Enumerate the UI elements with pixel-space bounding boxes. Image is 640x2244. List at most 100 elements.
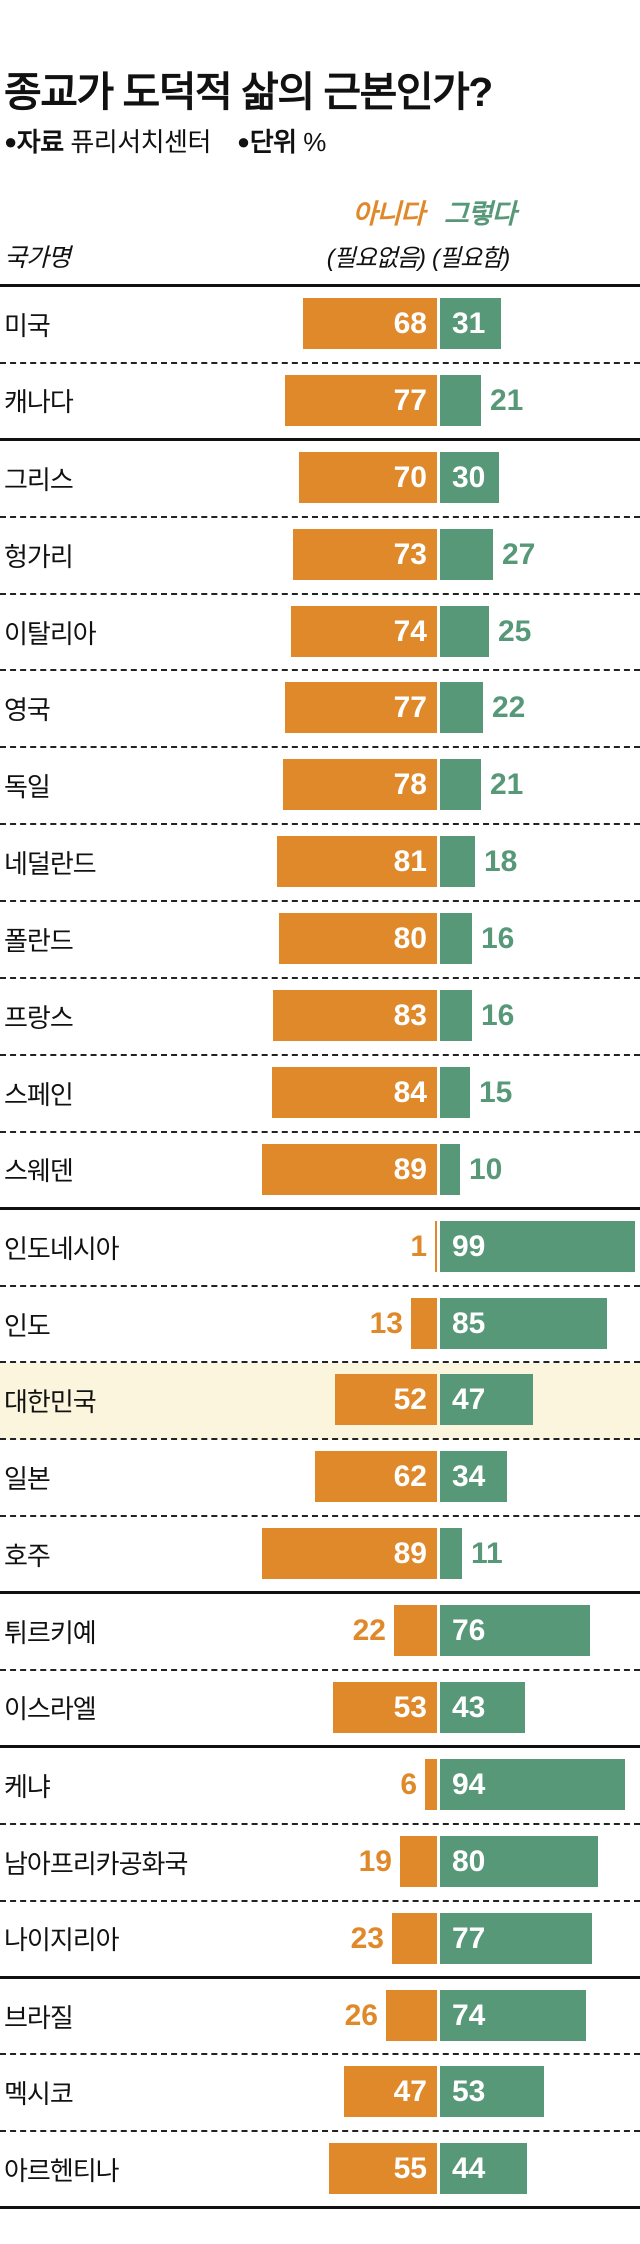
yes-value: 21 <box>490 768 524 802</box>
yes-value: 27 <box>502 537 536 571</box>
chart-row: 인도네시아 1 99 <box>0 1210 640 1287</box>
chart-row: 헝가리 73 27 <box>0 518 640 595</box>
yes-bar: 47 <box>440 1374 533 1426</box>
no-bar: 55 <box>329 2143 437 2195</box>
no-bar: 68 <box>303 298 437 349</box>
yes-bar <box>440 605 489 657</box>
yes-value: 85 <box>452 1306 486 1340</box>
yes-bar: 76 <box>440 1605 590 1657</box>
no-value: 89 <box>393 1152 427 1186</box>
yes-bar: 85 <box>440 1297 607 1349</box>
country-label: 호주 <box>4 1540 51 1571</box>
country-label: 케냐 <box>4 1771 51 1802</box>
no-bar: 77 <box>285 374 437 426</box>
yes-value: 43 <box>452 1691 486 1725</box>
yes-value: 76 <box>452 1614 486 1648</box>
no-value: 84 <box>393 1075 427 1109</box>
yes-bar: 99 <box>440 1220 635 1272</box>
source-value: 퓨리서치센터 <box>70 127 211 157</box>
country-label: 독일 <box>4 772 51 803</box>
chart-row: 대한민국 52 47 <box>0 1363 640 1441</box>
chart-row: 캐나다 77 21 <box>0 364 640 441</box>
legend-yes-subtitle: (필요함) <box>432 245 510 272</box>
yes-bar: 44 <box>440 2143 527 2195</box>
country-label: 스웨덴 <box>4 1156 74 1187</box>
bullet-icon: ● <box>4 129 17 154</box>
no-bar: 80 <box>279 913 437 965</box>
no-bar <box>400 1835 437 1887</box>
chart-row: 멕시코 47 53 <box>0 2055 640 2133</box>
no-bar <box>386 1989 437 2041</box>
no-value: 22 <box>352 1614 386 1648</box>
chart-row: 남아프리카공화국 19 80 <box>0 1825 640 1902</box>
chart-row: 인도 13 85 <box>0 1287 640 1364</box>
chart-title: 종교가 도덕적 삶의 근본인가? <box>4 69 493 115</box>
chart-row: 프랑스 83 16 <box>0 979 640 1056</box>
country-label: 캐나다 <box>4 387 74 418</box>
no-bar <box>425 1758 437 1810</box>
chart-row: 네덜란드 81 18 <box>0 825 640 903</box>
chart-row: 나이지리아 23 77 <box>0 1902 640 1979</box>
chart-row: 일본 62 34 <box>0 1440 640 1518</box>
no-value: 77 <box>393 691 427 725</box>
no-value: 78 <box>393 768 427 802</box>
no-bar: 84 <box>272 1066 437 1118</box>
country-label: 남아프리카공화국 <box>4 1848 188 1879</box>
no-bar: 52 <box>335 1374 437 1426</box>
yes-bar <box>440 374 481 426</box>
no-value: 55 <box>393 2152 427 2186</box>
chart-body: 미국 68 31 캐나다 77 21 그리스 70 30 헝가리 73 27 이탈리아 74 25 영국 77 2… <box>0 284 640 2210</box>
no-bar: 83 <box>273 990 437 1042</box>
yes-bar: 43 <box>440 1682 525 1734</box>
no-value: 81 <box>393 845 427 879</box>
yes-bar: 34 <box>440 1451 507 1503</box>
unit-label: 단위 <box>249 127 297 157</box>
country-label: 폴란드 <box>4 926 74 957</box>
yes-value: 15 <box>479 1075 513 1109</box>
chart-row: 아르헨티나 55 44 <box>0 2132 640 2210</box>
yes-value: 31 <box>452 307 486 340</box>
yes-bar: 80 <box>440 1835 598 1887</box>
no-value: 6 <box>400 1767 417 1801</box>
no-bar: 74 <box>291 605 437 657</box>
country-label: 이스라엘 <box>4 1694 97 1725</box>
chart-row: 호주 89 11 <box>0 1517 640 1595</box>
no-value: 73 <box>393 537 427 571</box>
country-label: 튀르키예 <box>4 1618 97 1649</box>
no-value: 68 <box>393 307 427 340</box>
country-label: 스페인 <box>4 1079 74 1110</box>
no-value: 52 <box>393 1383 427 1417</box>
country-label: 영국 <box>4 695 51 726</box>
no-bar: 73 <box>293 528 437 580</box>
yes-value: 80 <box>452 1844 486 1878</box>
no-bar: 53 <box>333 1682 437 1734</box>
yes-bar: 30 <box>440 451 499 503</box>
yes-bar <box>440 836 475 888</box>
country-column-header: 국가명 <box>4 244 71 272</box>
no-bar: 70 <box>299 451 437 503</box>
no-bar <box>392 1912 437 1964</box>
yes-bar <box>440 759 481 811</box>
country-label: 헝가리 <box>4 541 74 572</box>
country-label: 일본 <box>4 1464 51 1495</box>
yes-bar <box>440 1066 470 1118</box>
yes-bar: 94 <box>440 1758 625 1810</box>
chart-row: 그리스 70 30 <box>0 441 640 518</box>
no-value: 70 <box>393 460 427 494</box>
chart-row: 이스라엘 53 43 <box>0 1671 640 1748</box>
no-bar: 89 <box>262 1528 437 1580</box>
yes-bar: 74 <box>440 1989 586 2041</box>
chart-row: 튀르키예 22 76 <box>0 1594 640 1672</box>
no-value: 47 <box>393 2075 427 2109</box>
legend-no-label: 아니다 <box>352 199 425 229</box>
no-bar <box>394 1605 437 1657</box>
yes-bar <box>440 682 483 734</box>
yes-value: 22 <box>492 691 526 725</box>
no-value: 80 <box>393 922 427 956</box>
yes-value: 34 <box>452 1460 486 1494</box>
country-label: 이탈리아 <box>4 618 97 649</box>
chart-row: 독일 78 21 <box>0 748 640 826</box>
yes-bar: 31 <box>440 298 501 349</box>
yes-value: 11 <box>471 1537 503 1571</box>
